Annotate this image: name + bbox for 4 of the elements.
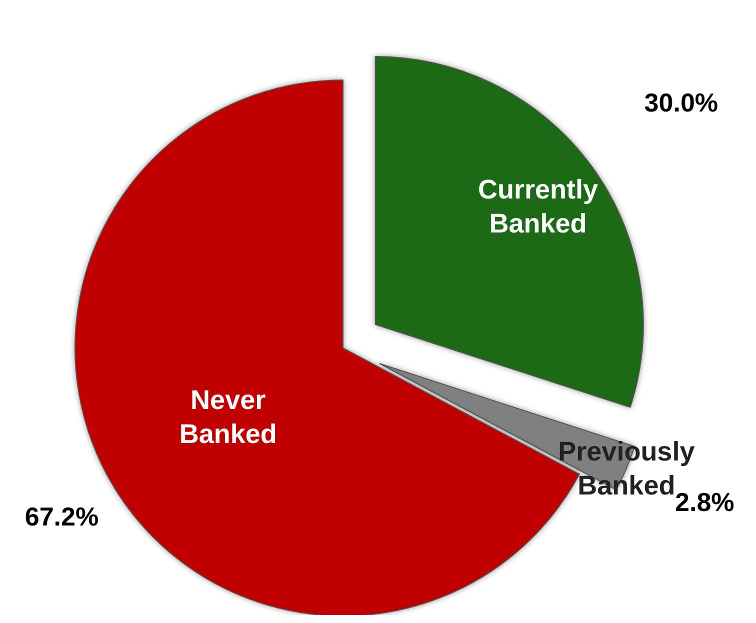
data-label: 67.2% [24,502,99,532]
slice-label: Never Banked [179,384,277,449]
slice-label: Currently Banked [478,174,598,238]
data-label: 30.0% [644,87,718,118]
